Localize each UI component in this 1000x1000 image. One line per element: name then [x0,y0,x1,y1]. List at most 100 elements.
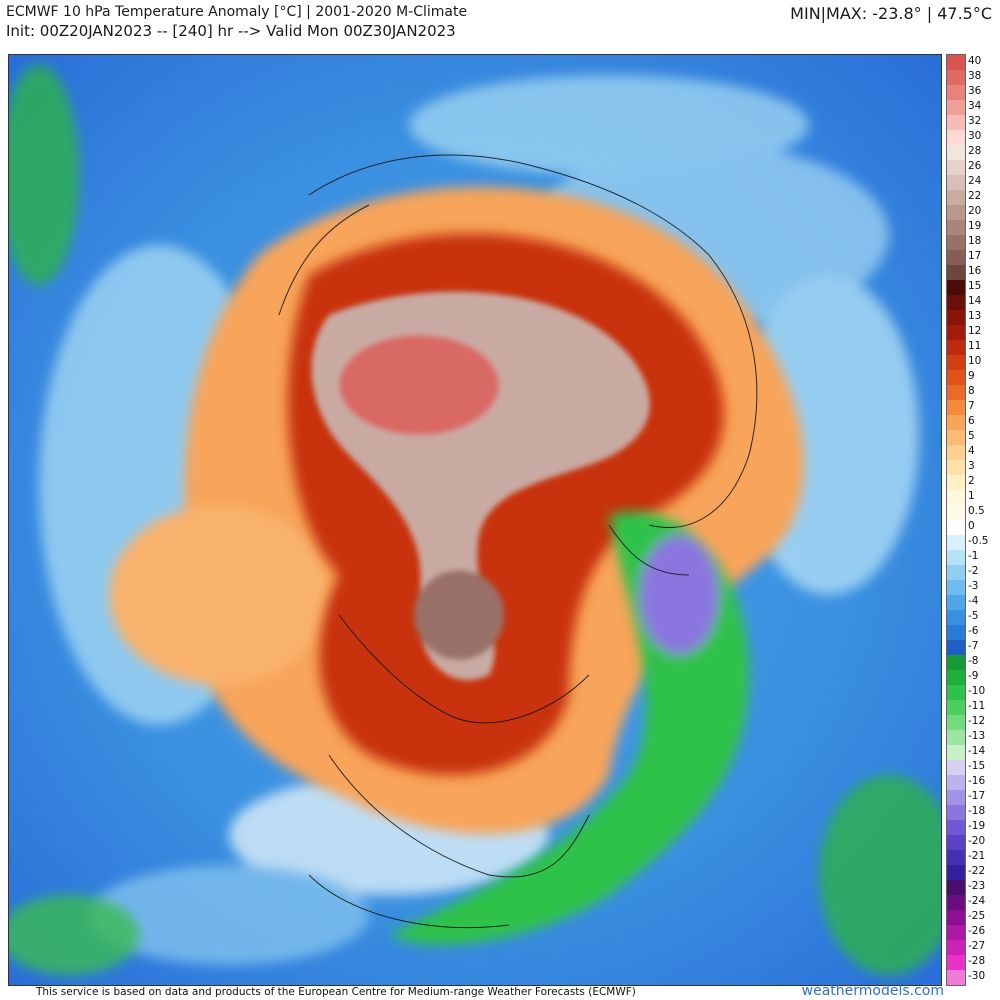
color-scale-label: -20 [968,835,986,847]
color-scale-swatch [947,925,965,941]
color-scale-label: -14 [968,745,986,757]
color-scale-label: -25 [968,910,986,922]
color-scale-label: 7 [968,400,975,412]
brand-link[interactable]: weathermodels.com [801,983,944,999]
color-scale-swatch [947,790,965,806]
color-scale-swatch [947,565,965,581]
color-scale-swatch [947,475,965,491]
color-scale-swatch [947,310,965,326]
color-scale-label: 34 [968,100,982,112]
color-scale-label: -21 [968,850,986,862]
color-scale-swatch [947,490,965,506]
color-scale-swatch [947,280,965,296]
color-scale-swatch [947,175,965,191]
color-scale-swatch [947,835,965,851]
color-scale-swatch [947,610,965,626]
color-scale-label: -11 [968,700,986,712]
color-scale-label: 28 [968,145,982,157]
color-scale-swatch [947,430,965,446]
color-scale-label: 3 [968,460,975,472]
color-scale-swatch [947,355,965,371]
color-scale-label: 15 [968,280,982,292]
color-scale-label: -28 [968,955,986,967]
min-max-readout: MIN|MAX: -23.8° | 47.5°C [790,4,992,23]
color-scale-swatch [947,220,965,236]
color-scale-label: -3 [968,580,979,592]
color-scale-swatch [947,625,965,641]
color-scale-label: 0.5 [968,505,985,517]
color-scale-swatch [947,955,965,971]
color-scale-label: 17 [968,250,982,262]
color-scale-label: -5 [968,610,979,622]
color-scale-label: 16 [968,265,982,277]
color-scale-label: 5 [968,430,975,442]
color-scale-swatch [947,100,965,116]
color-scale-label: -7 [968,640,979,652]
color-scale-swatch [947,520,965,536]
color-scale-label: 6 [968,415,975,427]
color-scale-swatch [947,205,965,221]
color-scale-swatch [947,715,965,731]
color-scale-label: 30 [968,130,982,142]
color-scale-swatch [947,580,965,596]
color-scale-swatch [947,400,965,416]
color-scale-swatch [947,535,965,551]
color-scale-swatch [947,265,965,281]
color-scale-label: -2 [968,565,979,577]
color-scale-label: 0 [968,520,975,532]
color-scale-label: -22 [968,865,986,877]
color-scale-label: -12 [968,715,986,727]
color-scale-label: 8 [968,385,975,397]
color-scale-swatch [947,850,965,866]
color-scale-swatch [947,685,965,701]
color-scale-swatch [947,880,965,896]
color-scale-swatch [947,115,965,131]
map-title: ECMWF 10 hPa Temperature Anomaly [°C] | … [6,4,468,20]
color-scale-swatch [947,505,965,521]
color-scale-label: -26 [968,925,986,937]
color-scale-label: 4 [968,445,975,457]
color-scale-label: -15 [968,760,986,772]
color-scale-swatch [947,760,965,776]
color-scale-swatch [947,445,965,461]
color-scale-label: -4 [968,595,979,607]
color-scale-swatch [947,340,965,356]
color-scale-swatch [947,805,965,821]
color-scale-swatch [947,670,965,686]
color-scale-label: -6 [968,625,979,637]
color-scale-swatch [947,370,965,386]
color-scale-labels: 40 38 36 34 32 30 28 26 24 22 20 19 18 17 16 15 14 13 12 11… [968,54,1000,984]
color-scale-label: -10 [968,685,986,697]
color-scale-label: -19 [968,820,986,832]
color-scale-label: 2 [968,475,975,487]
color-scale-label: 12 [968,325,982,337]
color-scale-swatch [947,295,965,311]
color-scale [946,54,966,986]
strong-warm-center [311,291,650,681]
color-scale-label: -17 [968,790,986,802]
color-scale-label: 24 [968,175,982,187]
color-scale-label: 36 [968,85,982,97]
color-scale-label: 1 [968,490,975,502]
color-scale-swatch [947,865,965,881]
polar-anomaly-map [8,54,942,986]
color-scale-swatch [947,235,965,251]
color-scale-label: -30 [968,970,986,982]
color-scale-swatch [947,940,965,956]
color-scale-label: 40 [968,55,982,67]
color-scale-label: -1 [968,550,979,562]
color-scale-label: -8 [968,655,979,667]
color-scale-label: -24 [968,895,986,907]
color-scale-label: -23 [968,880,986,892]
color-scale-swatch [947,145,965,161]
color-scale-swatch [947,190,965,206]
color-scale-swatch [947,550,965,566]
color-scale-label: 38 [968,70,982,82]
color-scale-swatch [947,85,965,101]
color-scale-swatch [947,595,965,611]
map-canvas [9,55,941,985]
color-scale-label: 14 [968,295,982,307]
color-scale-label: -18 [968,805,986,817]
color-scale-swatch [947,325,965,341]
color-scale-swatch [947,130,965,146]
